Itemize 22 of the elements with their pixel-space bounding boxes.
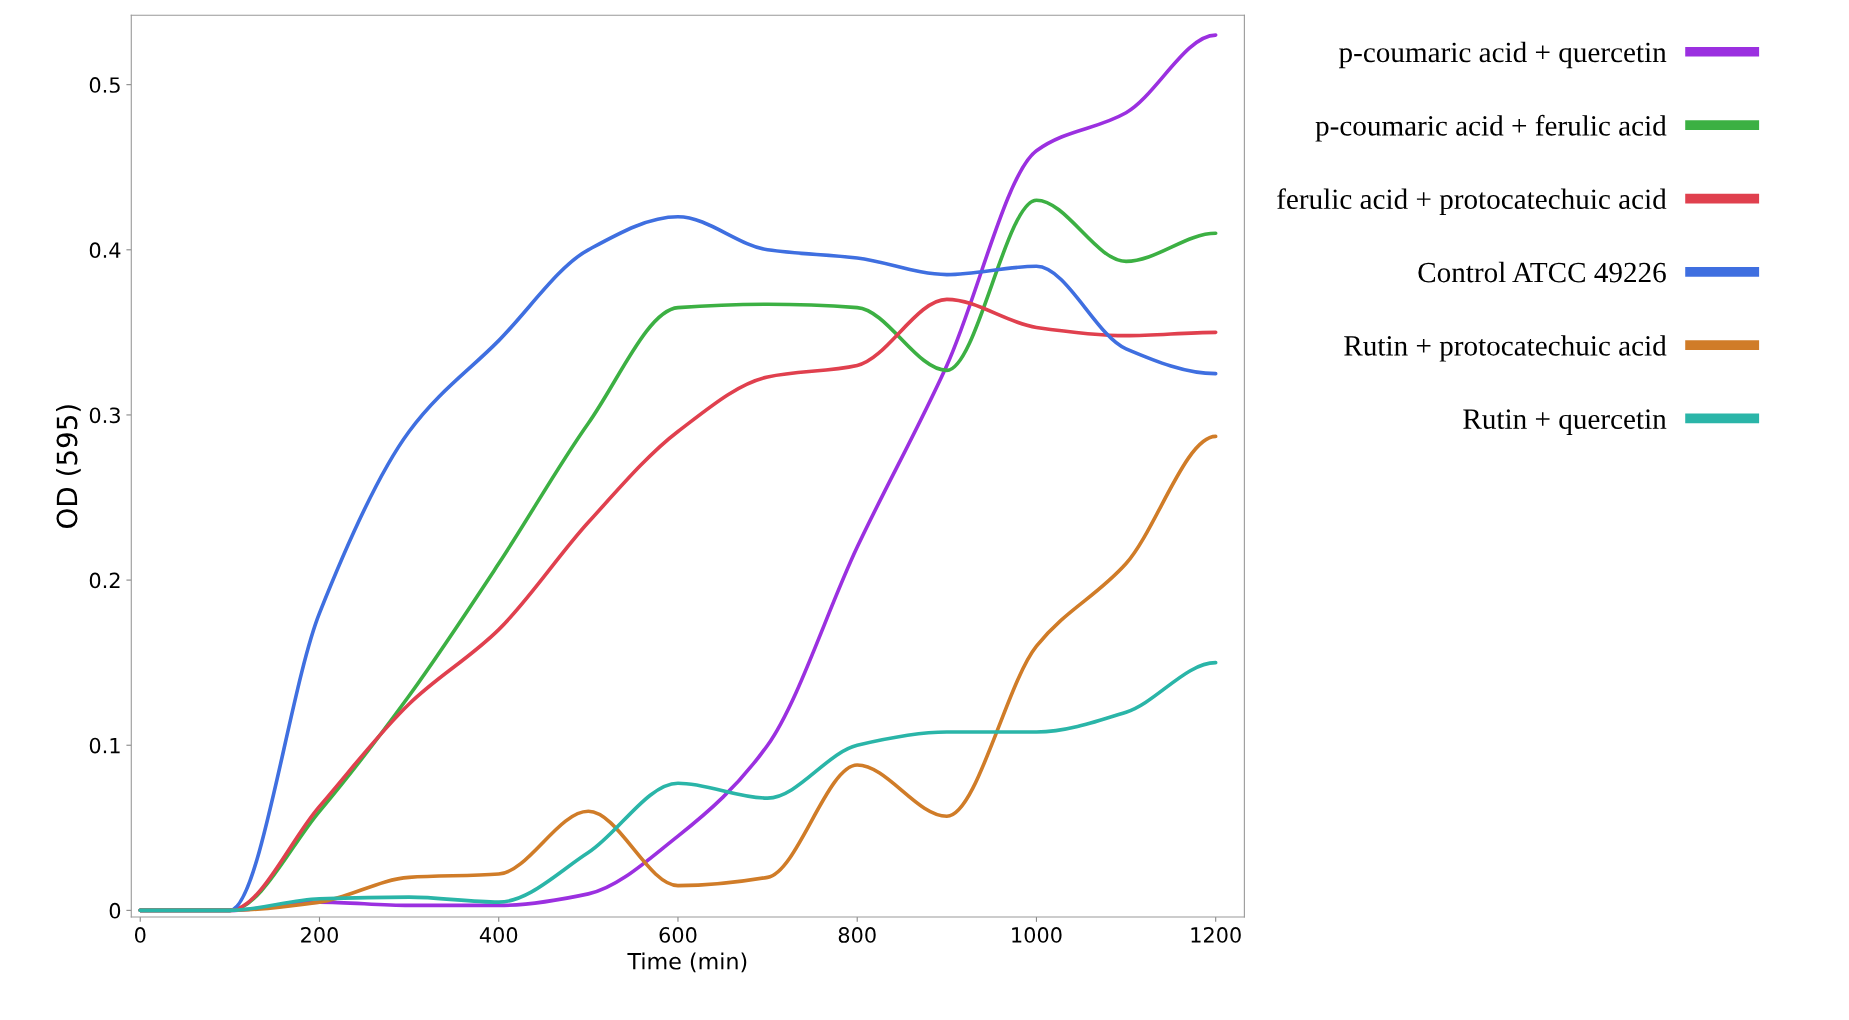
legend-label: Rutin + quercetin (1463, 409, 1667, 435)
y-tick-label: 0.2 (89, 572, 120, 589)
y-tick-label: 0.3 (89, 407, 120, 424)
legend-label: p-coumaric acid + quercetin (1339, 41, 1667, 69)
x-tick-label: 200 (301, 927, 338, 943)
x-tick-label: 1200 (1191, 927, 1241, 943)
legend-label: p-coumaric acid + ferulic acid (1315, 114, 1667, 142)
x-axis-title: Time (min) (627, 952, 747, 973)
legend-label: Rutin + protocatechuic acid (1344, 335, 1667, 362)
y-tick-label: 0.1 (89, 737, 120, 754)
x-tick-label: 400 (479, 927, 518, 943)
x-tick-label: 600 (659, 927, 697, 943)
y-axis-title: OD (595) (56, 405, 81, 528)
y-tick-label: 0 (109, 902, 121, 919)
x-tick-label: 1000 (1012, 927, 1062, 943)
x-tick-label: 800 (838, 927, 876, 943)
x-tick-label: 0 (134, 927, 146, 943)
y-tick-label: 0.4 (89, 242, 121, 259)
legend-label: ferulic acid + protocatechuic acid (1277, 188, 1667, 216)
y-tick-label: 0.5 (89, 77, 120, 93)
legend-label: Control ATCC 49226 (1418, 261, 1666, 283)
line-series (138, 660, 1218, 913)
